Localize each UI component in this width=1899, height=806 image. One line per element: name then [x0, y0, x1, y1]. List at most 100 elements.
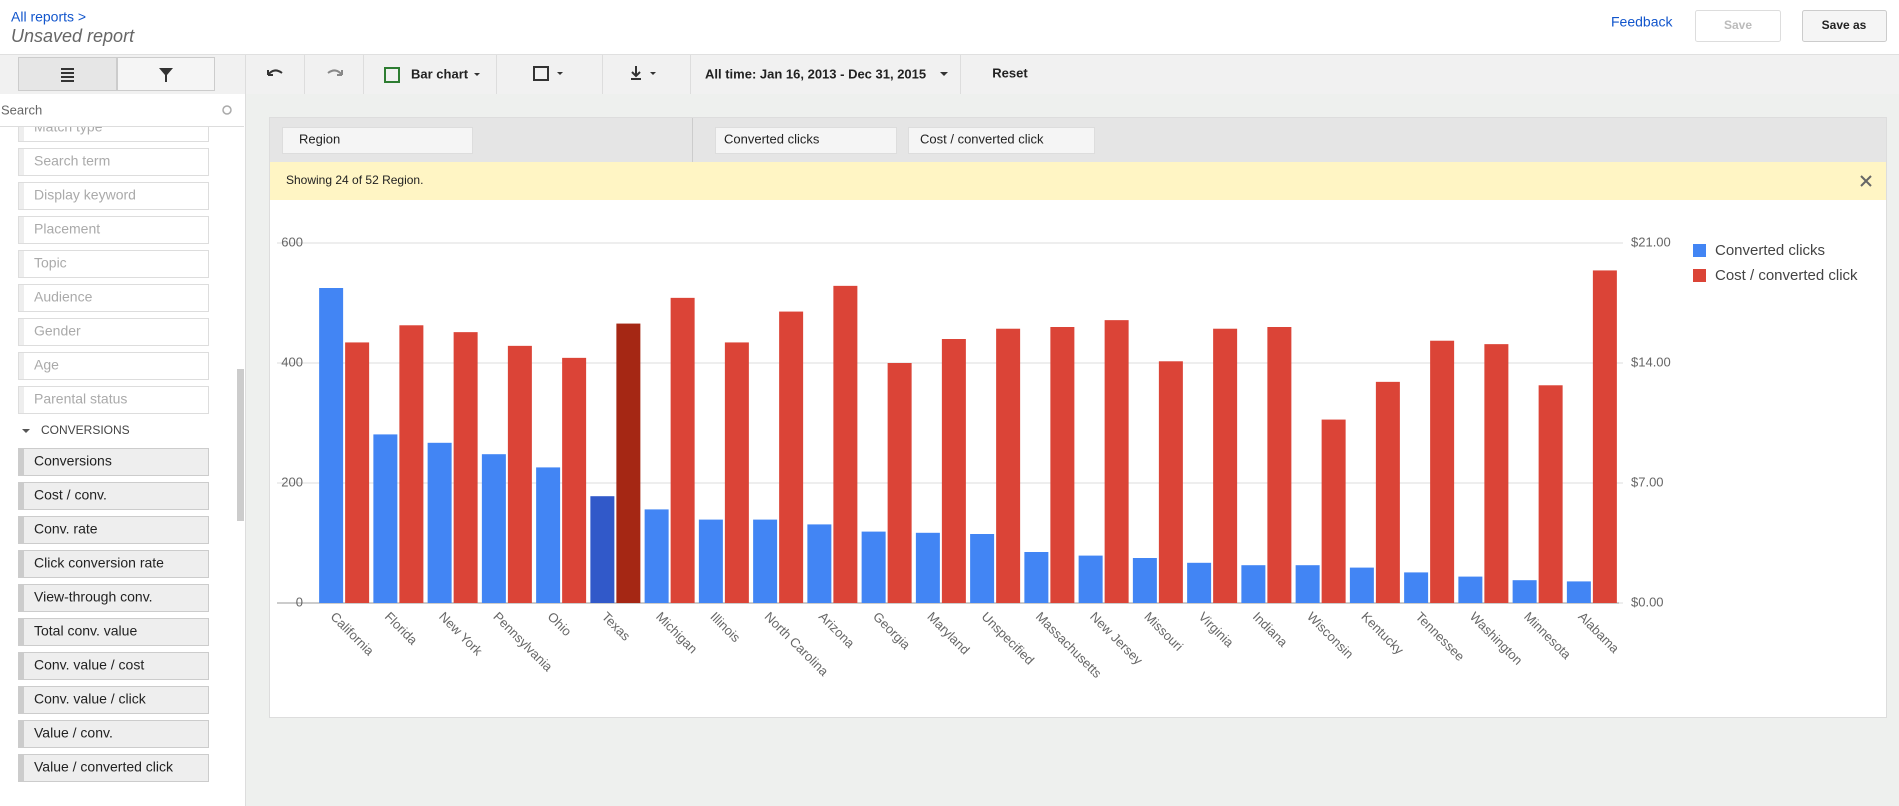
bar[interactable]	[1158, 361, 1183, 603]
bar[interactable]	[373, 434, 398, 603]
bar[interactable]	[1375, 381, 1400, 603]
y2-tick-label: $21.00	[1631, 234, 1671, 249]
bar[interactable]	[1187, 562, 1212, 603]
field-pill[interactable]	[18, 448, 209, 476]
field-pill[interactable]	[18, 754, 209, 782]
search-box[interactable]	[0, 95, 244, 126]
download-button[interactable]	[631, 66, 641, 80]
bar[interactable]	[1349, 567, 1374, 603]
bar[interactable]	[1213, 328, 1238, 603]
field-pill[interactable]	[18, 652, 209, 680]
bar[interactable]	[427, 442, 452, 603]
bar[interactable]	[753, 519, 778, 603]
chart-type-button[interactable]: Bar chart	[411, 66, 469, 81]
drag-handle	[19, 115, 24, 141]
bar[interactable]	[507, 345, 532, 603]
bar[interactable]	[1404, 572, 1429, 603]
field-pill[interactable]	[18, 216, 209, 244]
field-pill[interactable]	[18, 284, 209, 312]
bar[interactable]	[536, 467, 561, 603]
field-pill[interactable]	[18, 686, 209, 714]
bar[interactable]	[399, 325, 424, 603]
bar[interactable]	[887, 363, 912, 603]
field-label: Parental status	[34, 391, 127, 407]
legend-label[interactable]: Converted clicks	[1715, 242, 1825, 259]
field-pill[interactable]	[18, 482, 209, 510]
field-pill[interactable]	[18, 550, 209, 578]
bar[interactable]	[1078, 555, 1103, 603]
breadcrumb[interactable]: All reports >	[11, 9, 86, 25]
field-pill[interactable]	[18, 618, 209, 646]
undo-button[interactable]	[267, 69, 283, 76]
bar[interactable]	[1484, 344, 1509, 603]
save-button[interactable]	[1695, 10, 1781, 42]
bar[interactable]	[562, 357, 587, 603]
field-pill[interactable]	[18, 182, 209, 210]
section-header[interactable]: CONVERSIONS	[41, 423, 130, 437]
bar[interactable]	[807, 524, 832, 603]
calendar-button[interactable]	[533, 66, 549, 81]
drag-handle	[19, 585, 24, 611]
column-pill[interactable]	[908, 127, 1095, 154]
bar[interactable]	[1024, 552, 1049, 603]
redo-button[interactable]	[327, 69, 343, 76]
bar[interactable]	[590, 496, 615, 603]
bar[interactable]	[1050, 327, 1075, 603]
bar[interactable]	[1538, 385, 1563, 603]
close-button[interactable]	[1860, 175, 1872, 187]
bar[interactable]	[996, 328, 1021, 603]
field-pill[interactable]	[18, 250, 209, 278]
collapse-arrow	[22, 429, 30, 433]
field-pill[interactable]	[18, 516, 209, 544]
bar[interactable]	[1566, 581, 1591, 603]
field-pill[interactable]	[18, 386, 209, 414]
bar[interactable]	[861, 531, 886, 603]
column-pill[interactable]	[715, 127, 897, 154]
bar[interactable]	[453, 332, 478, 603]
bar[interactable]	[1241, 565, 1266, 603]
bar[interactable]	[698, 519, 723, 603]
drag-handle	[19, 551, 24, 577]
bar[interactable]	[1267, 327, 1292, 603]
bar[interactable]	[1104, 320, 1129, 603]
field-pill[interactable]	[18, 318, 209, 346]
bar[interactable]	[915, 532, 940, 603]
bar[interactable]	[970, 534, 995, 603]
legend-label[interactable]: Cost / converted click	[1715, 267, 1858, 284]
bar[interactable]	[1295, 565, 1320, 603]
bar[interactable]	[724, 342, 749, 603]
drag-handle	[19, 149, 24, 175]
chart: 0200400600$0.00$7.00$14.00$21.00Californ…	[277, 234, 1858, 681]
field-label: Search term	[34, 153, 110, 169]
bar[interactable]	[779, 311, 804, 603]
bar[interactable]	[616, 323, 641, 603]
bar[interactable]	[345, 342, 370, 603]
bar[interactable]	[1512, 580, 1537, 603]
bar[interactable]	[1430, 340, 1455, 603]
reset-button[interactable]: Reset	[992, 65, 1028, 80]
bar[interactable]	[319, 288, 344, 603]
bar[interactable]	[833, 285, 858, 603]
dropdown-arrow	[474, 73, 480, 76]
bar[interactable]	[1458, 576, 1483, 603]
bar[interactable]	[1592, 270, 1617, 603]
bar[interactable]	[670, 297, 695, 603]
field-pill[interactable]	[18, 352, 209, 380]
bar[interactable]	[644, 509, 669, 603]
bar[interactable]	[481, 454, 506, 603]
feedback-link[interactable]: Feedback	[1611, 14, 1673, 30]
field-pill[interactable]	[18, 584, 209, 612]
date-range-button[interactable]: All time: Jan 16, 2013 - Dec 31, 2015	[705, 66, 926, 81]
report-panel	[269, 117, 1887, 718]
save-as-button[interactable]	[1802, 10, 1887, 42]
field-pill[interactable]	[18, 720, 209, 748]
field-pill[interactable]	[18, 148, 209, 176]
field-label: Total conv. value	[34, 623, 137, 639]
row-dimension: Region	[299, 131, 340, 146]
bar[interactable]	[1321, 419, 1346, 603]
field-label: Age	[34, 357, 59, 373]
bar[interactable]	[941, 339, 966, 603]
column-pill[interactable]	[282, 127, 473, 154]
scrollbar[interactable]	[237, 369, 244, 521]
bar[interactable]	[1132, 558, 1157, 603]
